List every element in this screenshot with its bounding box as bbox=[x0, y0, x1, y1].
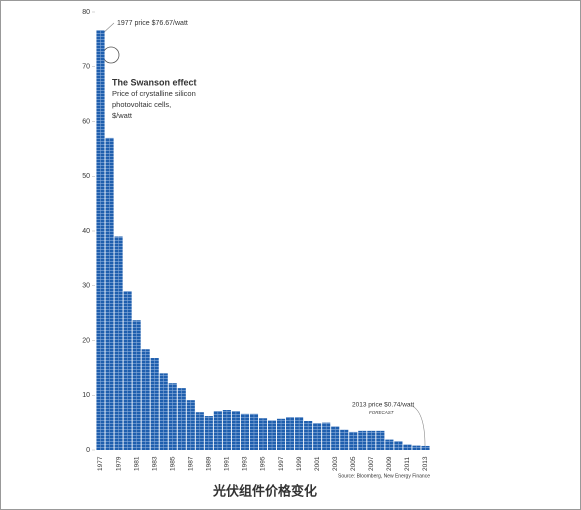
subtitle: Price of crystalline silicon bbox=[112, 89, 196, 98]
y-tick-label: 30 bbox=[82, 283, 90, 290]
x-tick-label: 1987 bbox=[188, 456, 195, 471]
y-tick-label: 70 bbox=[82, 64, 90, 71]
x-tick-label: 1997 bbox=[278, 456, 285, 471]
y-tick-label: 50 bbox=[82, 173, 90, 180]
x-tick-label: 2005 bbox=[350, 456, 357, 471]
y-tick-label: 40 bbox=[82, 228, 90, 235]
x-tick-label: 1991 bbox=[224, 456, 231, 471]
x-tick-label: 2011 bbox=[404, 457, 411, 471]
x-tick-label: 1995 bbox=[260, 456, 267, 471]
y-tick-label: 80 bbox=[82, 9, 90, 16]
x-tick-label: 1999 bbox=[296, 456, 303, 471]
x-tick-label: 2001 bbox=[314, 456, 321, 471]
source: Source: Bloomberg, New Energy Finance bbox=[338, 473, 430, 479]
subtitle: $/watt bbox=[112, 111, 133, 120]
x-tick-label: 1983 bbox=[151, 456, 158, 471]
chart-title: The Swanson effect bbox=[112, 77, 197, 87]
x-tick-label: 1985 bbox=[169, 456, 176, 471]
y-tick-label: 20 bbox=[82, 337, 90, 344]
y-tick-label: 60 bbox=[82, 118, 90, 125]
x-tick-label: 1993 bbox=[242, 456, 249, 471]
subtitle: photovoltaic cells, bbox=[112, 100, 171, 109]
x-tick-label: 1977 bbox=[97, 456, 104, 471]
x-tick-label: 2009 bbox=[386, 456, 393, 471]
x-tick-label: 2007 bbox=[368, 456, 375, 471]
x-tick-label: 1989 bbox=[206, 456, 213, 471]
x-tick-label: 1979 bbox=[115, 456, 122, 471]
annotation: FORECAST bbox=[369, 410, 395, 415]
y-tick-label: 10 bbox=[82, 392, 90, 399]
x-tick-label: 2013 bbox=[422, 456, 429, 471]
x-tick-label: 1981 bbox=[133, 456, 140, 471]
annotation: 2013 price $0.74/watt bbox=[352, 402, 414, 409]
annotation: 1977 price $76.67/watt bbox=[117, 20, 188, 27]
y-tick-label: 0 bbox=[86, 447, 90, 454]
x-tick-label: 2003 bbox=[332, 456, 339, 471]
leader-line bbox=[409, 404, 426, 447]
caption: 光伏组件价格变化 bbox=[212, 483, 317, 498]
